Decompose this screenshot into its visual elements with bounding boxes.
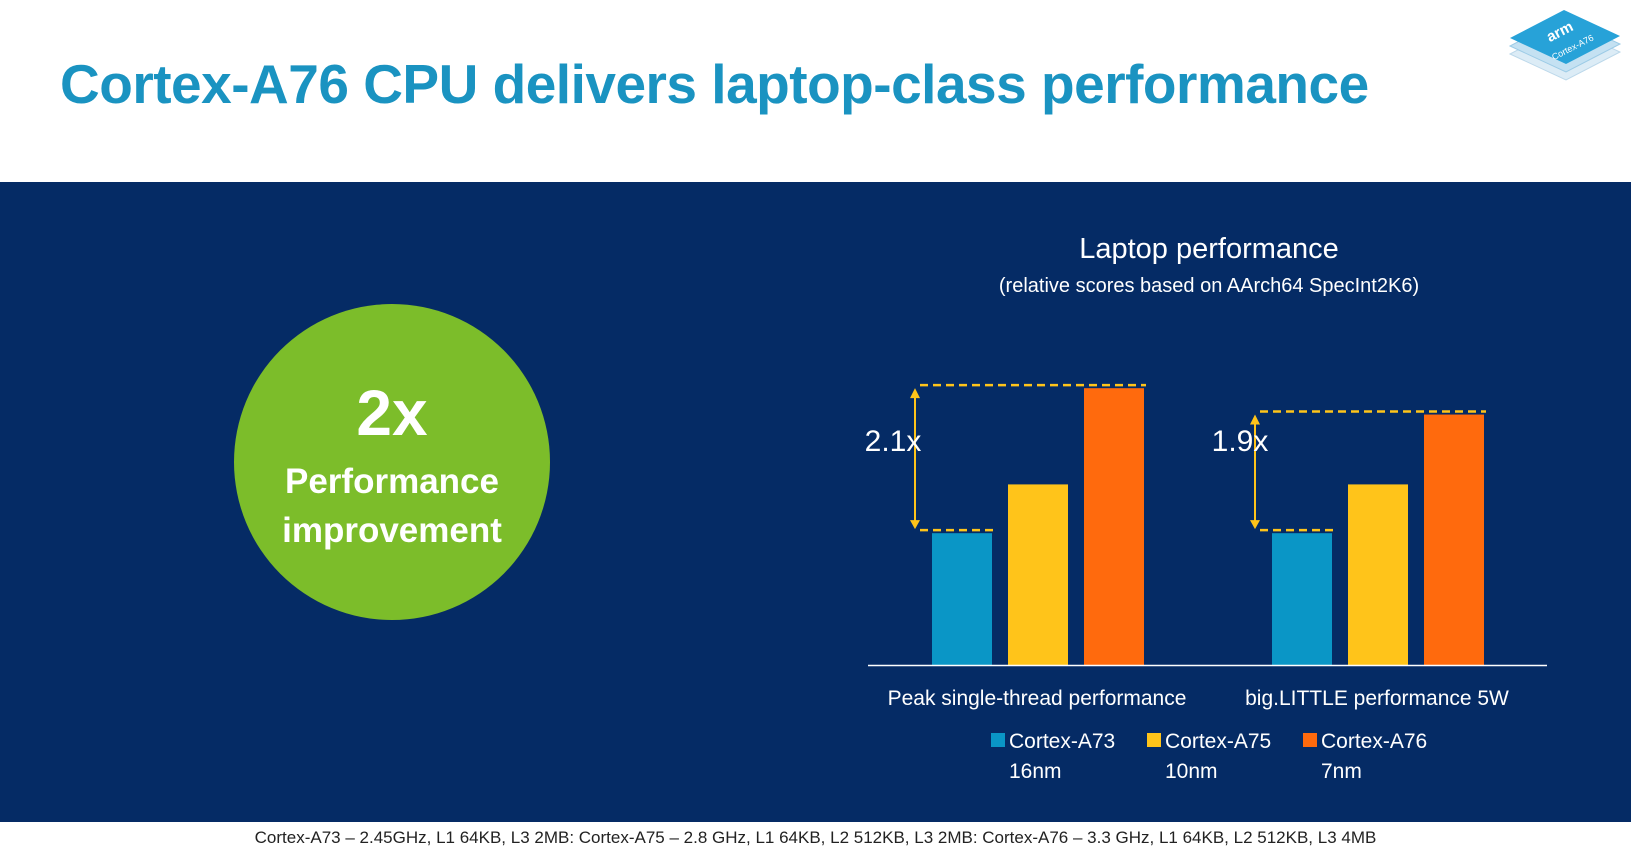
legend-label-1: Cortex-A73 xyxy=(1009,730,1115,753)
ratio-arrowhead-bottom-1 xyxy=(910,520,920,530)
ratio-arrowhead-top-1 xyxy=(910,388,920,399)
footnote: Cortex-A73 – 2.45GHz, L1 64KB, L3 2MB: C… xyxy=(254,828,1377,847)
bar-1-3 xyxy=(1084,388,1144,665)
legend-swatch-1 xyxy=(991,733,1005,747)
slide-title: Cortex-A76 CPU delivers laptop-class per… xyxy=(60,53,1369,115)
chart-subtitle: (relative scores based on AArch64 SpecIn… xyxy=(999,275,1419,297)
ratio-label-2: 1.9x xyxy=(1212,425,1269,458)
chart-title: Laptop performance xyxy=(1079,233,1339,265)
legend-label-2: Cortex-A75 xyxy=(1165,730,1271,753)
ratio-arrowhead-bottom-2 xyxy=(1250,520,1260,530)
performance-callout: 2x Performance improvement xyxy=(234,304,550,620)
category-label-1: Peak single-thread performance xyxy=(888,687,1187,710)
legend-sublabel-1: 16nm xyxy=(1009,760,1062,783)
legend-sublabel-2: 10nm xyxy=(1165,760,1218,783)
bar-1-1 xyxy=(932,533,992,665)
legend-label-3: Cortex-A76 xyxy=(1321,730,1427,753)
legend-sublabel-3: 7nm xyxy=(1321,760,1362,783)
ratio-arrowhead-top-2 xyxy=(1250,414,1260,425)
callout-multiplier: 2x xyxy=(356,377,428,449)
category-label-2: big.LITTLE performance 5W xyxy=(1245,687,1509,710)
bar-2-2 xyxy=(1348,484,1408,665)
legend-swatch-3 xyxy=(1303,733,1317,747)
ratio-label-1: 2.1x xyxy=(865,425,922,458)
bar-1-2 xyxy=(1008,484,1068,665)
bar-2-1 xyxy=(1272,533,1332,665)
callout-line-2: improvement xyxy=(282,511,502,550)
bar-2-3 xyxy=(1424,414,1484,665)
callout-line-1: Performance xyxy=(285,462,499,501)
legend-swatch-2 xyxy=(1147,733,1161,747)
arm-logo: arm Cortex-A76 xyxy=(1508,10,1622,81)
